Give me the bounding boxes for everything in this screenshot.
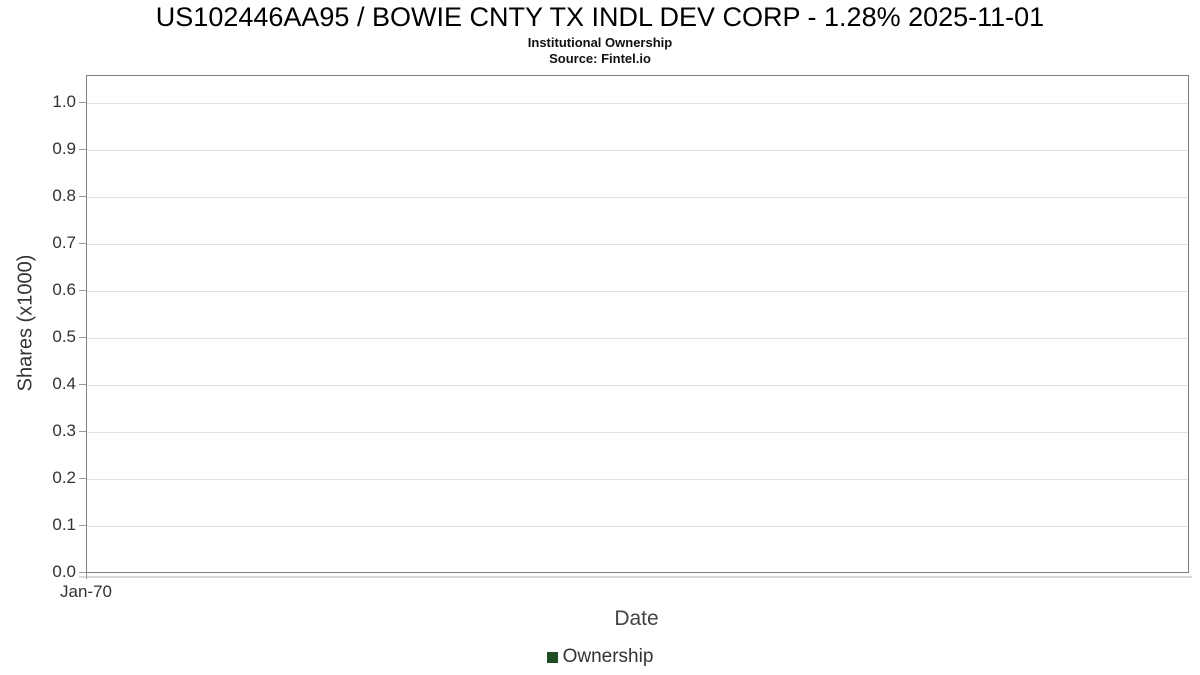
y-tick-label: 0.9 <box>52 139 76 158</box>
chart-source-label: Source: Fintel.io <box>549 51 651 66</box>
y-tick-mark <box>79 431 86 432</box>
gridline <box>87 290 1188 292</box>
legend-marker-icon <box>546 651 558 663</box>
chart-title: US102446AA95 / BOWIE CNTY TX INDL DEV CO… <box>155 2 1045 32</box>
x-tick-mark <box>86 573 87 579</box>
y-tick-mark <box>79 102 86 103</box>
legend-item-ownership[interactable]: Ownership <box>0 646 1200 668</box>
gridline <box>87 478 1188 480</box>
gridline <box>87 196 1188 198</box>
gridline <box>87 102 1188 104</box>
y-tick-mark <box>79 337 86 338</box>
y-tick-label: 0.3 <box>52 421 76 440</box>
gridline <box>87 384 1188 386</box>
y-tick-label: 0.8 <box>52 186 76 205</box>
y-tick-mark <box>79 525 86 526</box>
y-axis-title: Shares (x1000) <box>14 254 37 392</box>
y-tick-label: 0.1 <box>52 515 76 534</box>
y-tick-label: 0.7 <box>52 233 76 252</box>
gridline <box>87 243 1188 245</box>
y-tick-mark <box>79 572 86 573</box>
x-axis-line <box>79 576 1192 578</box>
y-tick-mark <box>79 478 86 479</box>
y-tick-label: 0.5 <box>52 327 76 346</box>
x-tick-label: Jan-70 <box>60 582 112 601</box>
y-tick-mark <box>79 384 86 385</box>
gridline <box>87 431 1188 433</box>
y-tick-label: 0.4 <box>52 374 76 393</box>
y-tick-mark <box>79 243 86 244</box>
x-axis-title: Date <box>614 607 659 630</box>
gridline <box>87 149 1188 151</box>
chart-subtitle: Institutional Ownership <box>527 35 673 50</box>
y-tick-label: 0.2 <box>52 468 76 487</box>
plot-area <box>86 75 1189 573</box>
y-tick-label: 0.0 <box>52 562 76 581</box>
y-tick-label: 1.0 <box>52 92 76 111</box>
gridline <box>87 337 1188 339</box>
y-tick-mark <box>79 196 86 197</box>
gridline <box>87 525 1188 527</box>
y-tick-mark <box>79 290 86 291</box>
y-tick-label: 0.6 <box>52 280 76 299</box>
legend-label: Ownership <box>562 646 654 667</box>
y-tick-mark <box>79 149 86 150</box>
